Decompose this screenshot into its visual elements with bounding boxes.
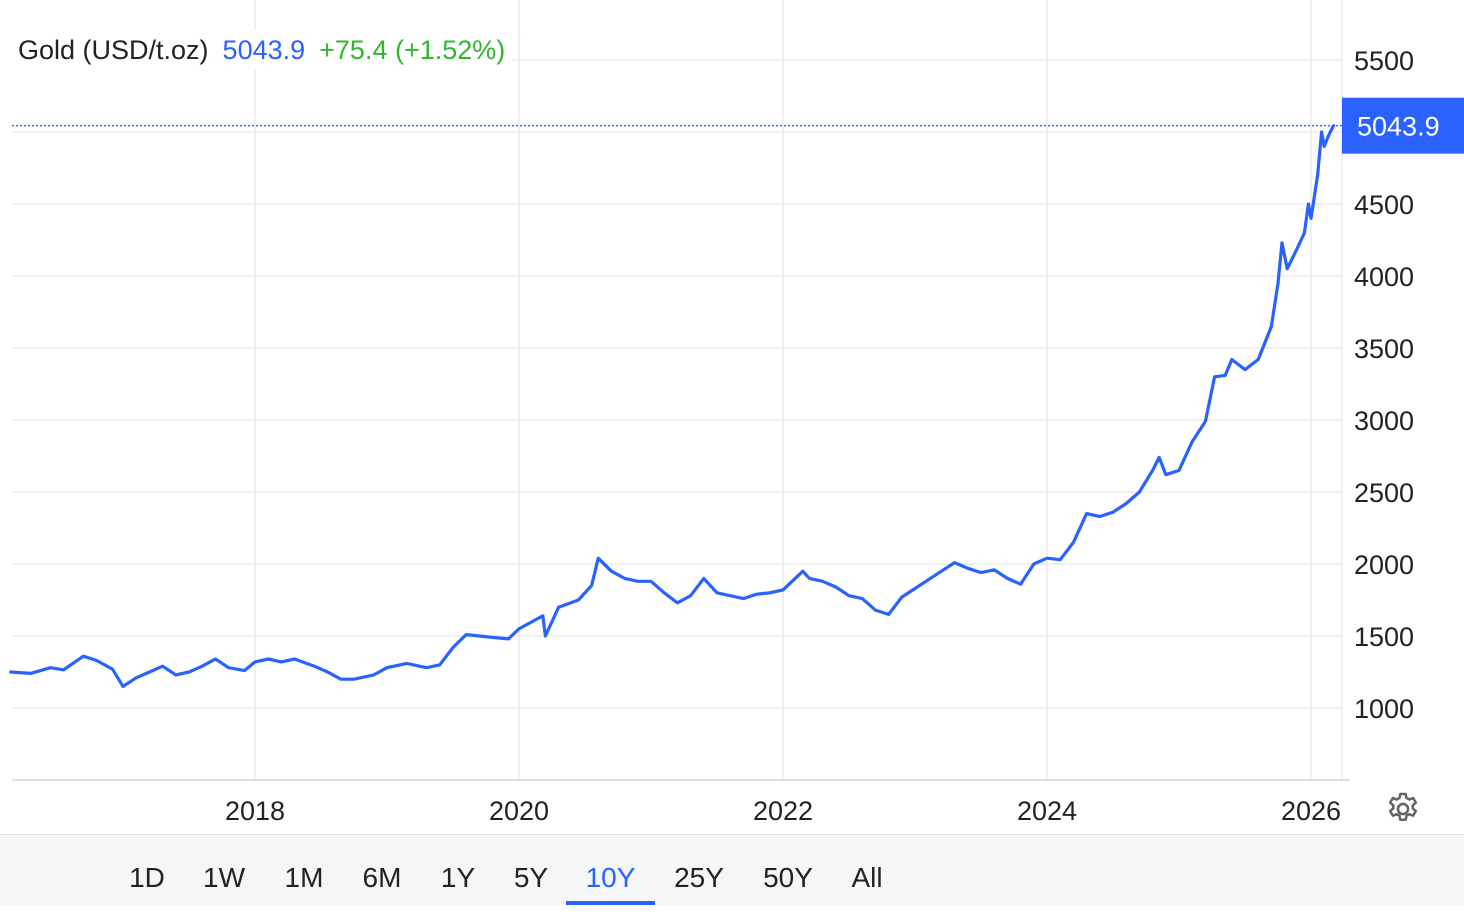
y-axis-tick-labels: 1000 1500 2000 2500 3000 3500 4000 4500 5500 [1354,46,1414,724]
range-tab-1y[interactable]: 1Y [440,862,476,893]
y-tick-label: 4000 [1354,262,1414,292]
range-tab-1m[interactable]: 1M [284,862,324,893]
last-price-tag-background [1342,97,1464,154]
range-tab-1w[interactable]: 1W [203,862,245,893]
y-tick-label: 2000 [1354,550,1414,580]
x-tick-label: 2026 [1281,796,1341,826]
range-selector-bar: 1D 1W 1M 6M 1Y 5Y 10Y 25Y 50Y All [0,834,1464,905]
y-tick-label: 2500 [1354,478,1414,508]
range-tab-50y[interactable]: 50Y [763,862,813,893]
last-price-tag: 5043.9 [1342,97,1464,154]
gear-icon [1388,792,1418,822]
y-tick-label: 3500 [1354,334,1414,364]
settings-gear-icon[interactable] [1384,790,1422,828]
x-tick-label: 2020 [489,796,549,826]
current-price: 5043.9 [222,34,306,65]
y-tick-label: 3000 [1354,406,1414,436]
y-tick-label: 4500 [1354,190,1414,220]
range-tab-all[interactable]: All [851,862,883,893]
chart-grid [12,0,1342,780]
gold-price-chart: 1000 1500 2000 2500 3000 3500 4000 4500 5500 201… [9,0,1464,826]
range-tab-6m[interactable]: 6M [362,862,402,893]
x-axis-tick-labels: 2018 2020 2022 2024 2026 [225,796,1341,826]
range-tab-1d[interactable]: 1D [129,862,165,893]
gold-price-series-line [9,124,1335,688]
last-price-tag-label: 5043.9 [1357,112,1440,142]
instrument-name: Gold (USD/t.oz) [18,34,209,65]
range-tab-25y[interactable]: 25Y [674,862,724,893]
y-tick-label: 1000 [1354,694,1414,724]
x-tick-label: 2018 [225,796,285,826]
x-tick-label: 2022 [753,796,813,826]
range-tab-10y[interactable]: 10Y [566,835,655,905]
x-tick-label: 2024 [1017,796,1077,826]
price-change: +75.4 (+1.52%) [319,34,506,65]
axis-lines [12,0,1350,781]
y-tick-label: 1500 [1354,622,1414,652]
y-tick-label: 5500 [1354,46,1414,76]
chart-header: Gold (USD/t.oz) 5043.9 +75.4 (+1.52%) [12,30,512,70]
range-tab-5y[interactable]: 5Y [513,862,549,893]
